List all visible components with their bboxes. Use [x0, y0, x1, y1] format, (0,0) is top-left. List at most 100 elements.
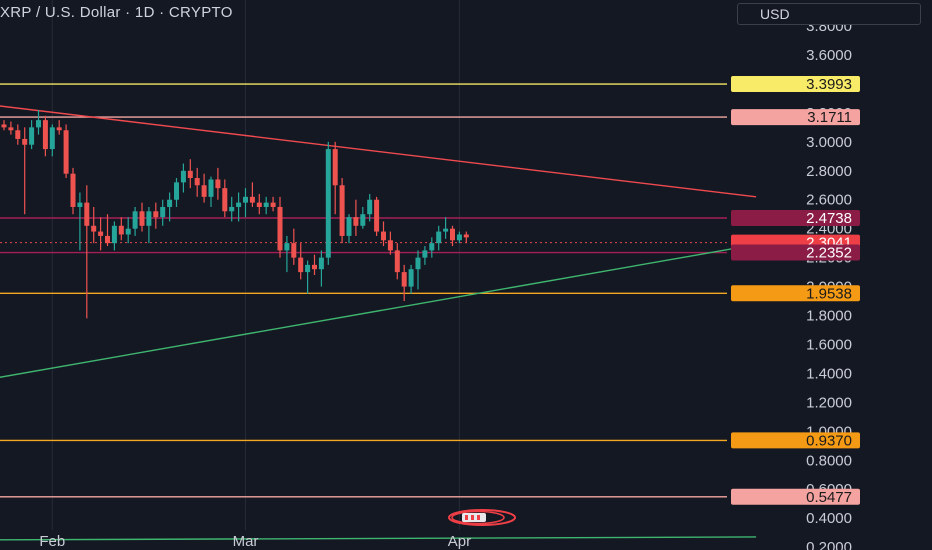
- candle: [318, 250, 324, 287]
- candle-body: [284, 243, 290, 251]
- price-axis[interactable]: 3.80003.60003.40003.20003.00002.80002.60…: [806, 18, 852, 550]
- candle-body: [1, 124, 7, 128]
- candle-body: [374, 199, 380, 232]
- candle-body: [63, 130, 69, 174]
- price-tag: 0.9370: [731, 432, 860, 449]
- candle-body: [422, 250, 428, 258]
- price-tick-label: 0.4000: [806, 510, 852, 527]
- candle-body: [463, 234, 469, 238]
- trendlines: [0, 105, 757, 541]
- candle: [91, 206, 97, 244]
- candle: [222, 179, 228, 218]
- candle: [394, 243, 400, 280]
- candle: [422, 246, 428, 265]
- candle-body: [415, 257, 421, 270]
- price-tag-bg: [731, 432, 860, 449]
- trendline: [0, 105, 757, 198]
- price-tick-label: 3.0000: [806, 134, 852, 151]
- candle-body: [132, 211, 138, 229]
- price-tick-label: 0.2000: [806, 539, 852, 550]
- candle-body: [236, 202, 242, 207]
- candle-body: [429, 243, 435, 251]
- candle-body: [160, 206, 166, 218]
- candle: [194, 167, 200, 197]
- candle: [277, 196, 283, 258]
- candle-body: [111, 225, 117, 244]
- candle: [381, 221, 386, 247]
- candle: [208, 176, 214, 207]
- candle-body: [298, 257, 304, 273]
- candle-body: [291, 243, 297, 258]
- candle: [450, 225, 455, 247]
- candle: [22, 127, 28, 215]
- price-tag: 3.1711: [731, 109, 860, 126]
- price-tag: 1.9538: [731, 285, 860, 302]
- candle: [174, 178, 179, 207]
- price-tag: 2.4738: [731, 210, 860, 227]
- candle-body: [167, 199, 173, 207]
- candle: [146, 206, 152, 244]
- candle-body: [229, 206, 235, 212]
- price-tag-bg: [731, 244, 860, 261]
- candle: [415, 250, 421, 290]
- candle: [98, 217, 104, 251]
- candle: [84, 185, 90, 319]
- price-tag-label: 0.5477: [806, 489, 852, 506]
- currency-selector[interactable]: USD: [737, 3, 921, 25]
- candle-body: [22, 138, 28, 145]
- candle: [401, 264, 407, 302]
- candle-body: [277, 206, 283, 251]
- candle: [298, 243, 304, 280]
- price-tags: 3.39933.17112.47382.30412.23521.95380.93…: [731, 76, 860, 506]
- price-tag-label: 0.9370: [806, 432, 852, 449]
- candle-body: [401, 272, 407, 287]
- candle: [346, 214, 352, 244]
- candle: [249, 182, 255, 207]
- candle: [180, 163, 186, 193]
- trendline: [0, 536, 757, 541]
- chart-title: XRP / U.S. Dollar · 1D · CRYPTO: [0, 4, 233, 21]
- candle: [160, 199, 166, 226]
- price-tick-label: 3.6000: [806, 47, 852, 64]
- price-tag-label: 1.9538: [806, 285, 852, 302]
- candle-body: [332, 149, 338, 186]
- candle: [312, 254, 317, 275]
- candle-body: [249, 196, 255, 203]
- candle-body: [194, 178, 200, 186]
- price-tag: 0.5477: [731, 488, 860, 506]
- candle-body: [339, 185, 345, 236]
- candle-body: [36, 120, 41, 128]
- candle: [42, 115, 48, 157]
- candle-body: [91, 225, 97, 232]
- candle: [236, 192, 242, 222]
- price-tag-bg: [731, 210, 860, 227]
- price-tick-label: 1.6000: [806, 336, 852, 353]
- candle: [339, 178, 345, 244]
- candle: [270, 196, 276, 212]
- candle: [132, 206, 138, 236]
- candle-body: [222, 188, 228, 212]
- candle-body: [408, 269, 414, 287]
- candle-body: [367, 199, 373, 215]
- candle-body: [256, 202, 262, 207]
- price-tick-label: 1.8000: [806, 308, 852, 325]
- candle-body: [456, 234, 462, 241]
- candle: [187, 159, 193, 189]
- candle: [256, 193, 262, 215]
- candle: [77, 192, 83, 251]
- candle: [118, 217, 124, 241]
- candle-body: [105, 235, 110, 244]
- candle: [36, 110, 41, 135]
- candle-body: [8, 127, 14, 131]
- candle: [56, 120, 62, 135]
- candle: [111, 221, 117, 251]
- candle-body: [70, 173, 76, 207]
- candle-body: [360, 214, 366, 226]
- candle: [167, 192, 173, 222]
- candle-body: [29, 127, 35, 145]
- time-axis[interactable]: Feb Mar Apr: [39, 533, 471, 550]
- candle-body: [118, 225, 124, 235]
- candle: [353, 199, 359, 236]
- candle-body: [56, 127, 62, 131]
